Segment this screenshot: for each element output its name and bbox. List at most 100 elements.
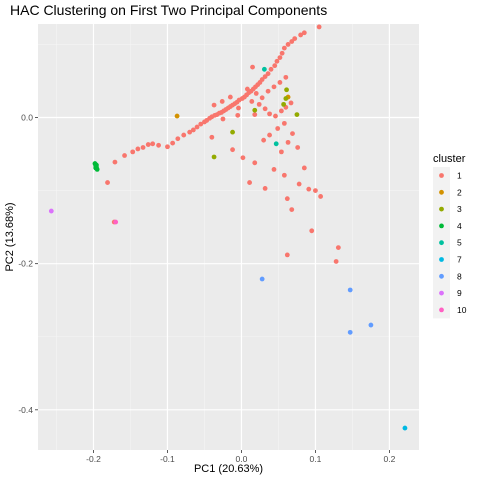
legend-key-3 — [439, 206, 444, 212]
data-point-cluster-1 — [122, 153, 127, 158]
legend-key-9 — [439, 290, 444, 296]
data-point-cluster-1 — [335, 245, 341, 250]
data-point-cluster-1 — [301, 30, 307, 36]
data-point-cluster-1 — [112, 159, 118, 165]
data-point-cluster-1 — [284, 252, 290, 258]
data-point-cluster-1 — [262, 74, 268, 80]
x-tick-label: -0.1 — [160, 454, 175, 464]
data-point-cluster-3 — [281, 101, 287, 107]
data-point-cluster-1 — [150, 141, 156, 147]
data-point-cluster-1 — [244, 86, 250, 92]
legend-key-10 — [439, 307, 444, 313]
data-point-cluster-1 — [289, 39, 295, 44]
legend-label-4: 4 — [457, 221, 462, 231]
data-point-cluster-1 — [275, 126, 281, 131]
x-tick-label: 0.2 — [383, 454, 395, 464]
data-point-cluster-1 — [249, 99, 255, 104]
data-point-cluster-1 — [274, 58, 280, 64]
x-tick-label: 0.0 — [236, 454, 248, 464]
plot-panel — [38, 24, 419, 450]
data-point-cluster-3 — [283, 96, 289, 101]
legend-title: cluster — [433, 153, 466, 165]
data-point-cluster-1 — [281, 120, 287, 126]
data-point-cluster-1 — [130, 149, 136, 155]
legend-label-7: 7 — [457, 255, 462, 265]
data-point-cluster-1 — [247, 180, 252, 185]
legend-label-5: 5 — [457, 238, 462, 248]
data-point-cluster-1 — [281, 172, 287, 178]
data-point-cluster-1 — [316, 24, 322, 30]
data-point-cluster-1 — [140, 145, 146, 150]
legend-key-4 — [439, 223, 444, 229]
data-point-cluster-1 — [256, 101, 262, 107]
data-point-cluster-1 — [278, 108, 284, 114]
data-point-cluster-2 — [174, 113, 180, 119]
data-point-cluster-1 — [181, 132, 187, 138]
data-point-cluster-7 — [402, 425, 408, 431]
data-point-cluster-1 — [135, 146, 141, 152]
data-point-cluster-1 — [301, 165, 307, 171]
data-point-cluster-8 — [347, 287, 353, 293]
data-point-cluster-1 — [265, 88, 271, 94]
data-point-cluster-1 — [279, 50, 285, 56]
data-point-cluster-1 — [250, 64, 255, 70]
x-axis-ticks: -0.2 -0.1 0.0 0.1 0.2 — [86, 450, 396, 464]
data-point-cluster-1 — [262, 186, 268, 191]
legend-key-8 — [439, 273, 444, 279]
data-point-cluster-1 — [175, 136, 181, 142]
data-point-cluster-1 — [145, 142, 151, 147]
y-tick-label: -0.4 — [18, 405, 33, 415]
data-point-cluster-1 — [333, 259, 339, 264]
legend-label-3: 3 — [457, 204, 462, 214]
data-point-cluster-3 — [252, 107, 258, 113]
data-point-cluster-1 — [309, 228, 315, 234]
data-point-cluster-1 — [298, 32, 304, 38]
y-axis-title: PC2 (13.68%) — [4, 202, 16, 271]
legend-key-1 — [439, 173, 444, 178]
data-point-cluster-1 — [187, 129, 193, 135]
data-point-cluster-8 — [368, 322, 374, 328]
data-point-cluster-1 — [277, 80, 283, 85]
data-point-cluster-1 — [105, 180, 110, 185]
x-tick-label: 0.1 — [310, 454, 322, 464]
data-point-cluster-3 — [211, 154, 217, 160]
data-points — [48, 24, 408, 431]
data-point-cluster-1 — [190, 127, 196, 133]
data-point-cluster-1 — [202, 119, 207, 125]
data-point-cluster-1 — [156, 142, 161, 148]
legend-key-5 — [439, 240, 444, 246]
data-point-cluster-1 — [285, 42, 291, 47]
legend: cluster 1 2 3 4 5 7 8 9 10 — [433, 153, 467, 319]
data-point-cluster-1 — [265, 71, 271, 77]
grid-minor — [38, 24, 419, 450]
data-point-cluster-1 — [253, 91, 259, 96]
data-point-cluster-4 — [93, 165, 99, 171]
data-point-cluster-1 — [267, 132, 272, 138]
data-point-cluster-1 — [292, 36, 298, 42]
data-point-cluster-3 — [284, 87, 289, 93]
chart-title: HAC Clustering on First Two Principal Co… — [10, 2, 327, 18]
data-point-cluster-1 — [240, 155, 246, 161]
data-point-cluster-1 — [236, 105, 241, 111]
data-point-cluster-3 — [294, 112, 300, 118]
data-point-cluster-1 — [271, 84, 277, 90]
legend-label-2: 2 — [457, 187, 462, 197]
data-point-cluster-1 — [290, 131, 295, 137]
data-point-cluster-8 — [259, 276, 265, 282]
data-point-cluster-1 — [268, 66, 274, 72]
data-point-cluster-1 — [295, 145, 301, 150]
data-point-cluster-1 — [306, 186, 312, 192]
legend-label-1: 1 — [457, 171, 462, 181]
data-point-cluster-1 — [198, 121, 204, 127]
data-point-cluster-1 — [296, 181, 302, 187]
data-point-cluster-1 — [230, 147, 235, 153]
data-point-cluster-1 — [267, 111, 272, 117]
data-point-cluster-1 — [289, 207, 295, 212]
data-point-cluster-1 — [281, 45, 287, 51]
data-point-cluster-1 — [219, 99, 225, 104]
data-point-cluster-8 — [347, 329, 353, 335]
data-point-cluster-1 — [278, 149, 284, 155]
data-point-cluster-1 — [283, 74, 289, 80]
y-tick-label: 0.0 — [21, 113, 33, 123]
